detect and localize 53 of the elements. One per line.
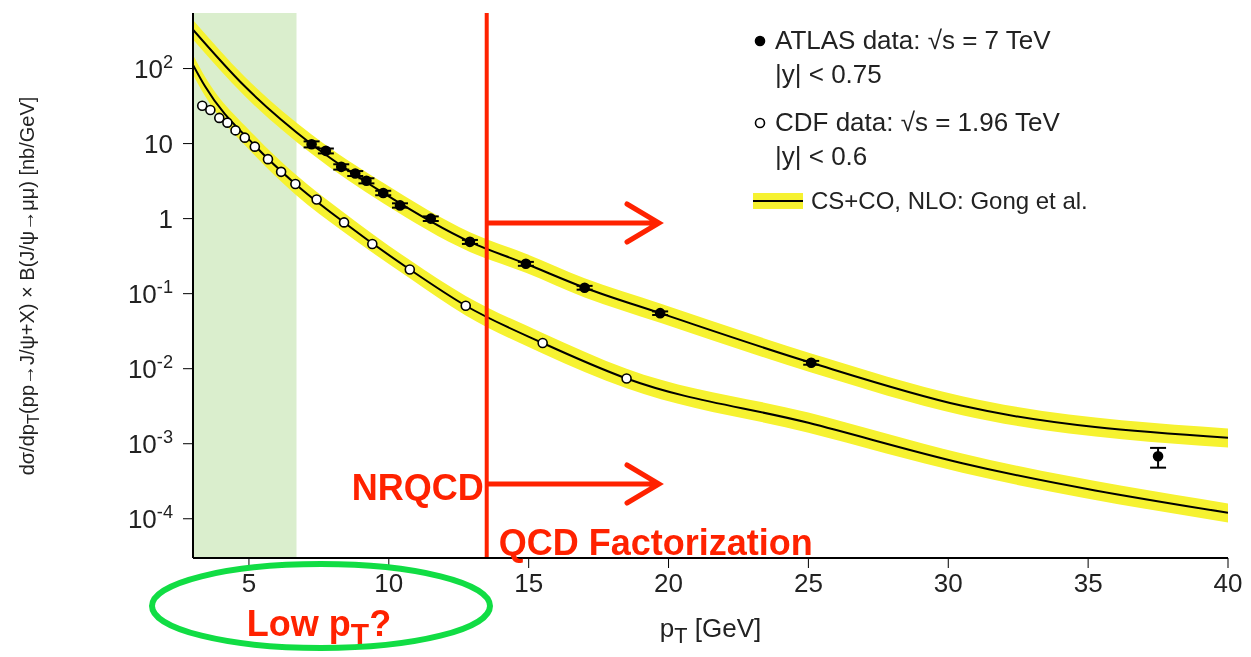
point [320, 145, 332, 157]
point [311, 194, 322, 205]
y-tick-label: 10$^{2}$ [133, 51, 173, 84]
point [196, 100, 208, 111]
x-tick-label: 5 [241, 568, 257, 598]
y-tick-label: 10$^{-3}$ [127, 426, 173, 459]
y-tick-label: 10$^{-1}$ [127, 276, 173, 309]
y-tick-label: 10 [144, 128, 173, 159]
point [537, 337, 548, 349]
point [239, 132, 251, 143]
y-tick-label: 10$^{-2}$ [127, 351, 173, 384]
point [520, 258, 532, 270]
legend-label: CS+CO, NLO: Gong et al. [811, 187, 1088, 215]
point [377, 187, 389, 199]
y-tick-label: 1 [158, 203, 173, 234]
text: Low p$_{T}$? [245, 603, 393, 653]
x-tick-label: 25 [793, 568, 823, 598]
x-tick-label: 35 [1073, 568, 1103, 598]
point [335, 161, 347, 173]
point [367, 238, 378, 250]
point [460, 300, 472, 312]
legend-label: CDF data: √s = 1.96 TeV |y| < 0.6 [775, 106, 1061, 173]
point [249, 141, 261, 152]
x-tick-label: 10 [374, 568, 404, 598]
x-tick-label: 15 [514, 568, 544, 598]
point [230, 125, 241, 136]
annotation: QCD Factorization [498, 521, 814, 563]
point [361, 175, 372, 187]
y-tick-label: 10$^{-4}$ [127, 501, 173, 534]
point [349, 168, 361, 179]
x-tick-label: 40 [1213, 568, 1243, 598]
point [464, 236, 476, 248]
point [222, 117, 233, 128]
x-tick-label: 30 [933, 568, 963, 598]
x-tick-label: 20 [654, 568, 683, 598]
legend-label: ATLAS data: √s = 7 TeV |y| < 0.75 [775, 24, 1052, 91]
point [306, 138, 317, 150]
point [654, 307, 666, 319]
point [214, 112, 225, 124]
point [425, 213, 437, 224]
point [262, 153, 274, 165]
annotation: NRQCD [350, 467, 484, 509]
x-axis-title: p$_{T}$ [GeV] [659, 613, 762, 649]
point [290, 178, 301, 190]
point [394, 200, 406, 211]
point [205, 104, 216, 116]
point [275, 166, 287, 178]
point [621, 373, 632, 384]
point [404, 264, 416, 275]
point [805, 357, 817, 369]
point [338, 217, 350, 228]
point [1152, 451, 1164, 462]
point [579, 282, 590, 294]
